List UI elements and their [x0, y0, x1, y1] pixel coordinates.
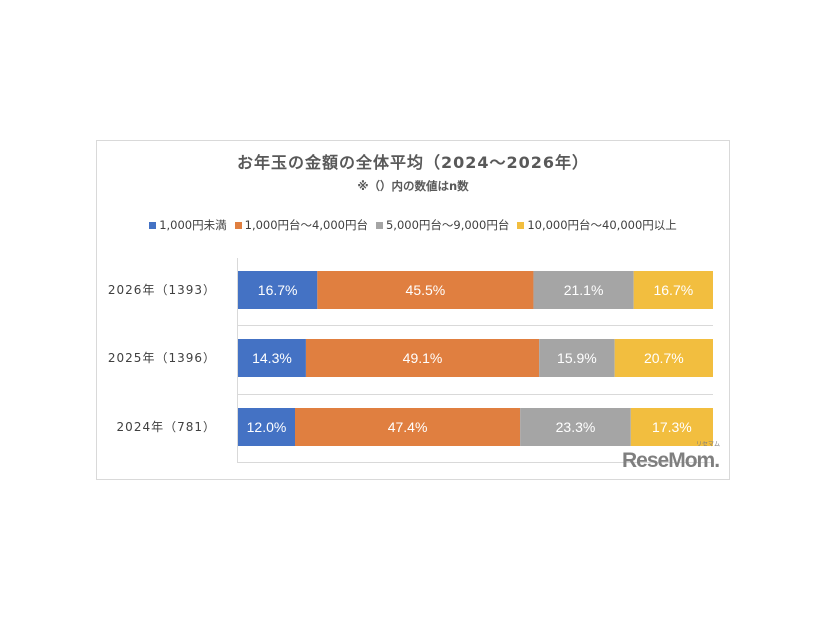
- bar-segment: [305, 339, 540, 377]
- legend-label: 1,000円台～4,000円台: [244, 218, 368, 232]
- bar-segment: [614, 339, 713, 377]
- data-label: 45.5%: [406, 282, 446, 298]
- bar-segment: [295, 408, 521, 446]
- data-label: 49.1%: [403, 350, 443, 366]
- legend-swatch: [375, 221, 383, 229]
- bar-segment: [520, 408, 631, 446]
- data-label: 14.3%: [252, 350, 292, 366]
- legend-item: 10,000円台～40,000円以上: [517, 218, 677, 232]
- legend-swatch: [149, 221, 157, 229]
- data-label: 23.3%: [556, 419, 596, 435]
- legend-item: 1,000円未満: [149, 218, 227, 232]
- category-label: 2025年（1396）: [108, 351, 216, 365]
- bar-segment: [630, 408, 713, 446]
- data-label: 12.0%: [247, 419, 287, 435]
- chart-title: お年玉の金額の全体平均（2024～2026年）: [236, 153, 590, 172]
- resemom-logo: ReseMom.: [622, 449, 720, 472]
- bar-segment: [633, 271, 713, 309]
- bar-segment: [238, 339, 306, 377]
- legend-label: 10,000円台～40,000円以上: [527, 218, 677, 232]
- category-label: 2026年（1393）: [108, 283, 216, 297]
- data-label: 15.9%: [557, 350, 597, 366]
- legend-item: 1,000円台～4,000円台: [234, 218, 368, 232]
- legend-label: 5,000円台～9,000円台: [385, 218, 510, 232]
- bar-segment: [238, 408, 295, 446]
- data-label: 47.4%: [388, 419, 428, 435]
- resemom-logo-kana: リセマム: [696, 441, 721, 448]
- bar-segment: [533, 271, 634, 309]
- legend-swatch: [234, 221, 242, 229]
- data-label: 16.7%: [653, 282, 693, 298]
- legend-item: 5,000円台～9,000円台: [375, 218, 510, 232]
- data-label: 16.7%: [258, 282, 298, 298]
- data-label: 20.7%: [644, 350, 684, 366]
- bar-segment: [539, 339, 615, 377]
- legend-label: 1,000円未満: [159, 218, 227, 232]
- category-label: 2024年（781）: [117, 420, 216, 434]
- bar-segment: [317, 271, 534, 309]
- legend: 1,000円未満 1,000円台～4,000円台 5,000円台～9,000円台…: [97, 218, 729, 232]
- legend-swatch: [517, 221, 525, 229]
- bar-segment: [238, 271, 318, 309]
- chart-subtitle: ※（）内の数値はn数: [357, 179, 469, 193]
- data-label: 21.1%: [564, 282, 604, 298]
- data-label: 17.3%: [652, 419, 692, 435]
